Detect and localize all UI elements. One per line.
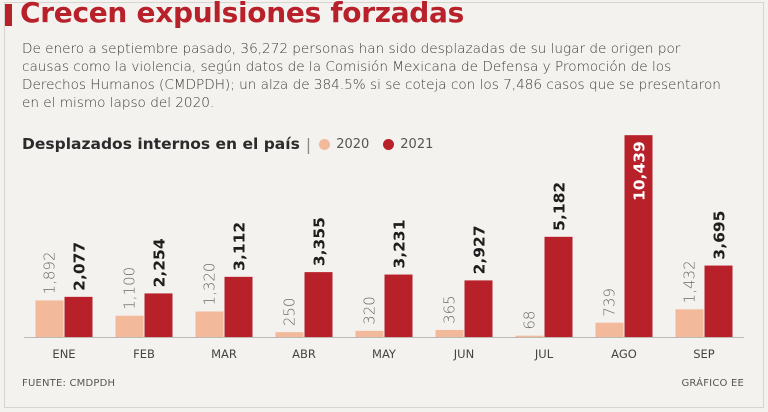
value-label-2020-abr: 250: [281, 298, 299, 327]
headline: Crecen expulsiones forzadas: [20, 0, 465, 29]
bar-2021-abr: [304, 272, 333, 337]
category-label-jul: JUL: [534, 347, 554, 361]
value-label-2020-ene: 1,892: [41, 251, 59, 294]
bar-2020-jun: [435, 329, 464, 337]
value-label-2021-jun: 2,927: [471, 225, 489, 274]
value-label-2020-mar: 1,320: [201, 263, 219, 306]
bar-2020-abr: [275, 332, 304, 337]
bar-2020-feb: [115, 315, 144, 337]
category-label-ene: ENE: [52, 347, 75, 361]
intro-paragraph: De enero a septiembre pasado, 36,272 per…: [22, 41, 721, 111]
credit-note: GRÁFICO EE: [681, 378, 744, 389]
value-label-2021-may: 3,231: [391, 220, 409, 269]
value-label-2021-jul: 5,182: [551, 182, 569, 231]
legend-item-2021: 2021: [383, 137, 433, 152]
legend-dot-2021: [383, 138, 395, 150]
value-label-2021-abr: 3,355: [311, 217, 329, 266]
category-label-ago: AGO: [611, 347, 637, 361]
chart-header: Desplazados internos en el país | 2020 2…: [22, 133, 447, 155]
value-label-2021-feb: 2,254: [151, 238, 169, 287]
bar-2021-ene: [64, 296, 93, 337]
value-label-2020-jul: 68: [521, 311, 539, 330]
bar-2020-ene: [35, 300, 64, 337]
category-label-abr: ABR: [292, 347, 316, 361]
bar-2020-jul: [515, 335, 544, 337]
bar-2021-jul: [544, 236, 573, 337]
value-label-2020-jun: 365: [441, 295, 459, 324]
category-label-mar: MAR: [211, 347, 237, 361]
bar-2020-mar: [195, 311, 224, 337]
legend-dot-2020: [319, 138, 331, 150]
value-label-2021-sep: 3,695: [711, 211, 729, 260]
category-label-sep: SEP: [693, 347, 715, 361]
legend-label-2020: 2020: [336, 136, 370, 152]
category-label-may: MAY: [372, 347, 397, 361]
value-label-2020-feb: 1,100: [121, 267, 139, 310]
chart-title: Desplazados internos en el país: [22, 135, 300, 153]
category-label-feb: FEB: [133, 347, 155, 361]
bar-2020-may: [355, 330, 384, 337]
bar-2021-ago: [624, 135, 653, 337]
value-label-2020-ago: 739: [601, 288, 619, 317]
value-label-2021-ene: 2,077: [71, 242, 89, 291]
graphic-frame: [4, 2, 764, 408]
legend-item-2020: 2020: [319, 137, 369, 152]
bar-2021-jun: [464, 280, 493, 337]
title-separator: |: [305, 134, 312, 154]
legend-label-2021: 2021: [400, 136, 434, 152]
bar-2021-mar: [224, 276, 253, 337]
value-label-2020-sep: 1,432: [681, 260, 699, 303]
bar-2020-ago: [595, 322, 624, 337]
category-label-jun: JUN: [453, 347, 474, 361]
bar-2021-feb: [144, 293, 173, 337]
bar-2021-may: [384, 274, 413, 337]
value-label-2020-may: 320: [361, 296, 379, 325]
value-label-2021-mar: 3,112: [231, 222, 249, 271]
title-accent-bar: [5, 4, 12, 26]
bar-2020-sep: [675, 309, 704, 337]
value-label-2021-ago: 10,439: [631, 141, 649, 201]
bar-2021-sep: [704, 265, 733, 337]
source-note: FUENTE: CMDPDH: [22, 378, 116, 389]
